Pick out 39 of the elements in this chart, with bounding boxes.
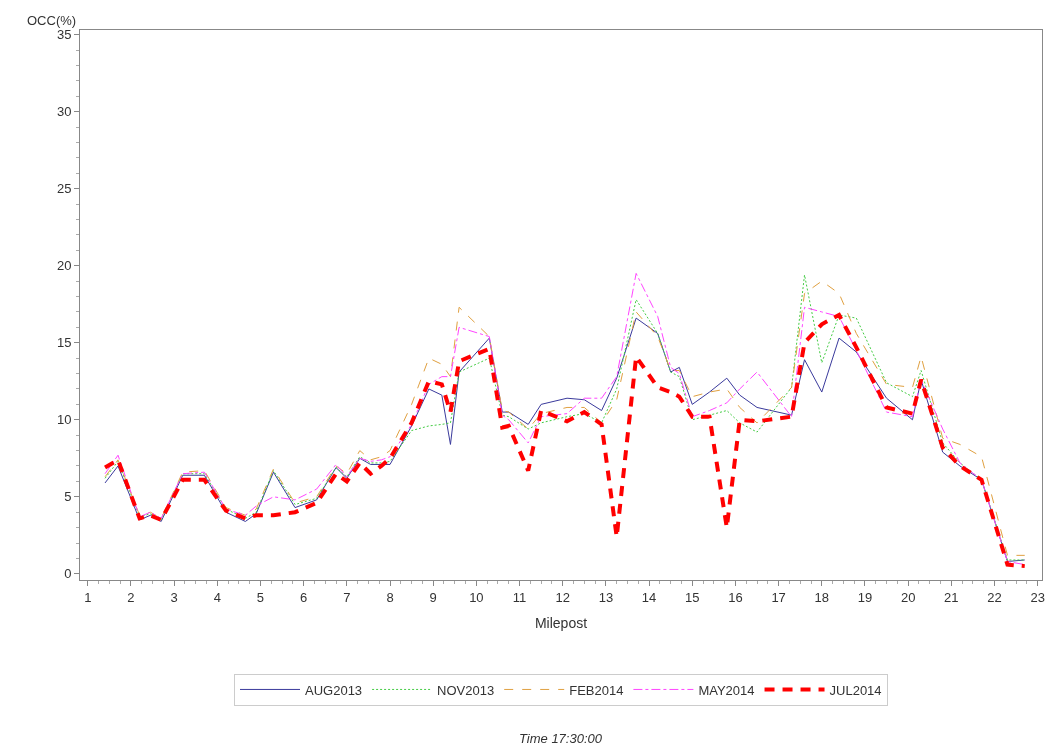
x-tick-label: 7 — [343, 589, 351, 605]
x-tick-label: 20 — [900, 589, 916, 605]
x-tick-label: 19 — [857, 589, 873, 605]
x-tick-label: 21 — [944, 589, 959, 605]
y-tick-label: 5 — [64, 489, 72, 505]
y-tick-label: 15 — [56, 335, 72, 351]
x-tick-label: 18 — [814, 589, 830, 605]
x-tick-label: 8 — [386, 589, 394, 605]
x-tick-label: 11 — [512, 589, 527, 605]
x-tick-label: 13 — [598, 589, 614, 605]
legend-label: JUL2014 — [829, 682, 882, 698]
x-tick-label: 4 — [213, 589, 221, 605]
y-tick-label: 25 — [56, 181, 72, 197]
x-tick-label: 15 — [685, 589, 700, 605]
legend-label: NOV2013 — [437, 682, 495, 698]
x-tick-label: 12 — [555, 589, 570, 605]
legend-label: MAY2014 — [698, 682, 755, 698]
x-tick-label: 14 — [641, 589, 657, 605]
text: Time 17:30:00 — [519, 731, 603, 746]
x-tick-label: 3 — [170, 589, 178, 605]
x-tick-label: 22 — [987, 589, 1002, 605]
x-tick-label: 17 — [771, 589, 786, 605]
y-tick-label: 30 — [56, 104, 72, 120]
x-tick-label: 16 — [728, 589, 743, 605]
y-tick-label: 20 — [56, 258, 72, 274]
legend-label: AUG2013 — [305, 682, 363, 698]
x-axis-title: Milepost — [534, 614, 588, 631]
x-tick-label: 9 — [429, 589, 437, 605]
y-axis-title: OCC(%) — [27, 13, 77, 28]
y-tick-label: 0 — [64, 566, 72, 582]
y-tick-label: 10 — [56, 412, 72, 428]
x-tick-label: 2 — [127, 589, 135, 605]
legend-label: FEB2014 — [569, 682, 624, 698]
x-tick-label: 10 — [469, 589, 484, 605]
x-tick-label: 5 — [256, 589, 265, 605]
y-tick-label: 35 — [56, 27, 72, 43]
x-tick-label: 23 — [1030, 589, 1045, 605]
x-tick-label: 1 — [84, 589, 92, 605]
x-tick-label: 6 — [300, 589, 308, 605]
